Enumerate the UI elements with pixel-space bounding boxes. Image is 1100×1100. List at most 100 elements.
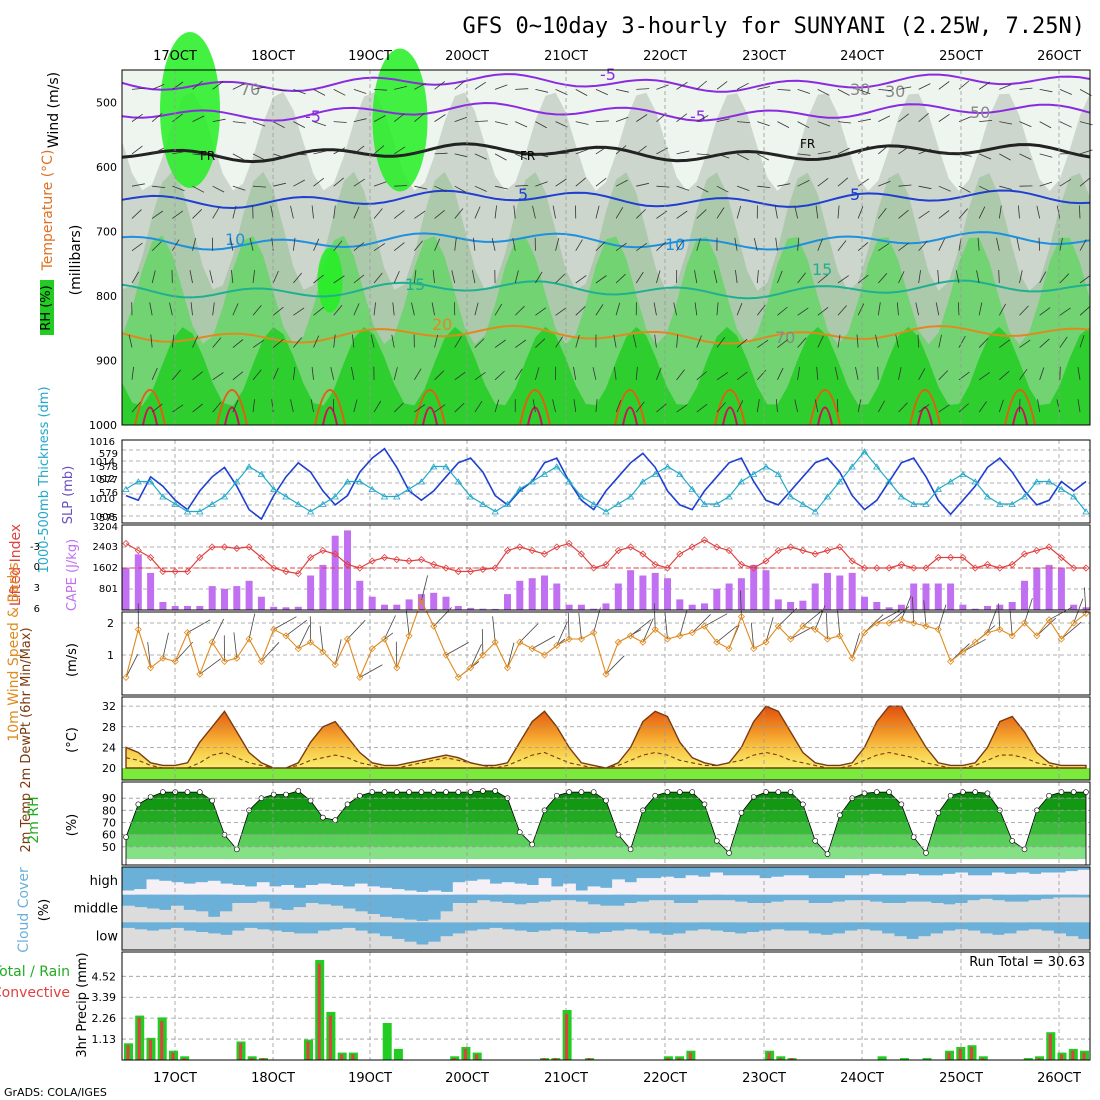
wind-barb xyxy=(736,153,749,161)
wind-barb xyxy=(333,240,343,251)
wind-barb xyxy=(898,271,905,284)
wind-barb xyxy=(555,89,568,96)
wind-barb xyxy=(555,121,568,128)
wind-barb xyxy=(757,121,770,127)
rh-point xyxy=(270,791,277,798)
thickness-point xyxy=(146,478,155,485)
cloud-bar xyxy=(342,908,356,923)
wind-speed-point xyxy=(922,622,930,630)
precip-convective-bar xyxy=(340,1054,344,1060)
wind-barb xyxy=(777,183,791,187)
cloud-bar xyxy=(538,878,552,895)
wind-barb xyxy=(515,121,528,128)
precip-total-bar xyxy=(1023,1058,1033,1060)
contour-label: 15 xyxy=(405,275,425,294)
wind-barb xyxy=(736,338,748,348)
cloud-bar xyxy=(526,903,540,923)
wind-barb xyxy=(171,334,175,348)
wind-barb xyxy=(978,401,987,413)
y-tick-label: 579 xyxy=(99,449,118,460)
wind-barb xyxy=(656,147,669,155)
wind-barb xyxy=(232,153,245,161)
wind-barb xyxy=(472,270,476,284)
wind-barb xyxy=(1036,205,1041,219)
thickness-point xyxy=(762,463,770,470)
wind-barb xyxy=(716,207,725,219)
wind-barb xyxy=(1059,237,1063,251)
wind-barb xyxy=(877,400,885,413)
precip-convective-bar xyxy=(1082,1052,1086,1060)
isotherm-10 xyxy=(121,231,1091,251)
wind-barb xyxy=(998,269,1000,284)
wind-barb xyxy=(595,304,604,316)
thickness-point xyxy=(380,493,389,500)
wind-barb xyxy=(252,185,267,188)
wind-speed-point xyxy=(1070,619,1078,627)
wind-barb xyxy=(293,121,306,128)
rh-point xyxy=(566,789,572,795)
wind-barb xyxy=(333,205,336,219)
wind-speed-panel: 2 1 10m Wind Speed & Barbs (m/s) xyxy=(6,562,1091,742)
wind-barb xyxy=(273,616,297,630)
wind-speed-point xyxy=(873,619,881,627)
wind-barb xyxy=(131,271,140,284)
cape-bar xyxy=(257,596,265,610)
wind-barb xyxy=(696,153,710,156)
wind-speed-point xyxy=(897,616,905,624)
wind-barb xyxy=(704,613,728,627)
wind-barb xyxy=(757,339,769,348)
cloud-bar xyxy=(391,938,405,950)
cloud-bar xyxy=(612,879,625,895)
wind-barb xyxy=(172,369,182,381)
wind-barb xyxy=(1077,399,1081,413)
lifted-index-point xyxy=(614,546,622,555)
cape-bar xyxy=(454,606,462,610)
cloud-bar xyxy=(906,901,919,923)
cloud-bar xyxy=(967,900,981,923)
wind-barb xyxy=(923,600,927,627)
cloud-bar xyxy=(207,916,221,923)
wind-barb xyxy=(656,185,670,188)
cloud-bar xyxy=(550,886,564,895)
wind-barb xyxy=(232,205,237,219)
wind-barb xyxy=(290,205,294,219)
cloud-bar xyxy=(599,887,613,895)
wind-barb xyxy=(474,81,487,90)
rh-point xyxy=(160,789,166,795)
cloud-bar xyxy=(783,900,797,923)
wind-barb xyxy=(716,185,729,193)
wind-barb xyxy=(414,210,426,219)
wind-barb xyxy=(676,239,685,251)
cape-bar xyxy=(208,586,216,610)
cloud-bar xyxy=(526,932,540,950)
cape-bar xyxy=(676,599,684,610)
wind-barb xyxy=(192,80,203,90)
lifted-index-point xyxy=(762,557,770,565)
cloud-bar xyxy=(416,920,429,923)
wind-barb xyxy=(1019,368,1028,381)
wind-barb xyxy=(857,303,865,316)
cloud-bar xyxy=(710,930,723,950)
lifted-index-point xyxy=(873,564,881,572)
wind-barb xyxy=(898,367,902,380)
rh-point xyxy=(824,851,831,857)
precip-convective-bar xyxy=(475,1054,479,1060)
cloud-bar xyxy=(563,900,576,923)
rh-point xyxy=(935,809,942,816)
cloud-bar xyxy=(624,903,638,923)
cloud-bar xyxy=(563,883,576,895)
cloud-bar xyxy=(808,878,821,895)
wind-barb xyxy=(351,367,355,380)
lifted-index-point xyxy=(787,543,795,551)
cloud-bar xyxy=(648,878,662,895)
wind-barb xyxy=(290,399,294,413)
cape-bar xyxy=(688,604,696,610)
axis-label-total-rain: Total / Rain xyxy=(0,964,70,980)
wind-barb xyxy=(615,88,629,93)
wind-barb xyxy=(352,334,355,348)
wind-speed-point xyxy=(430,622,438,630)
wind-barb xyxy=(632,334,637,348)
cape-bar xyxy=(134,554,142,610)
cloud-bar xyxy=(134,929,148,951)
cloud-bar xyxy=(1041,930,1054,950)
